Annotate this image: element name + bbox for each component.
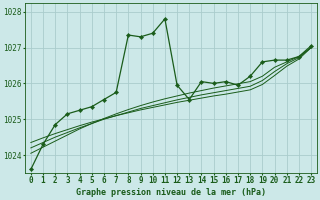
- X-axis label: Graphe pression niveau de la mer (hPa): Graphe pression niveau de la mer (hPa): [76, 188, 266, 197]
